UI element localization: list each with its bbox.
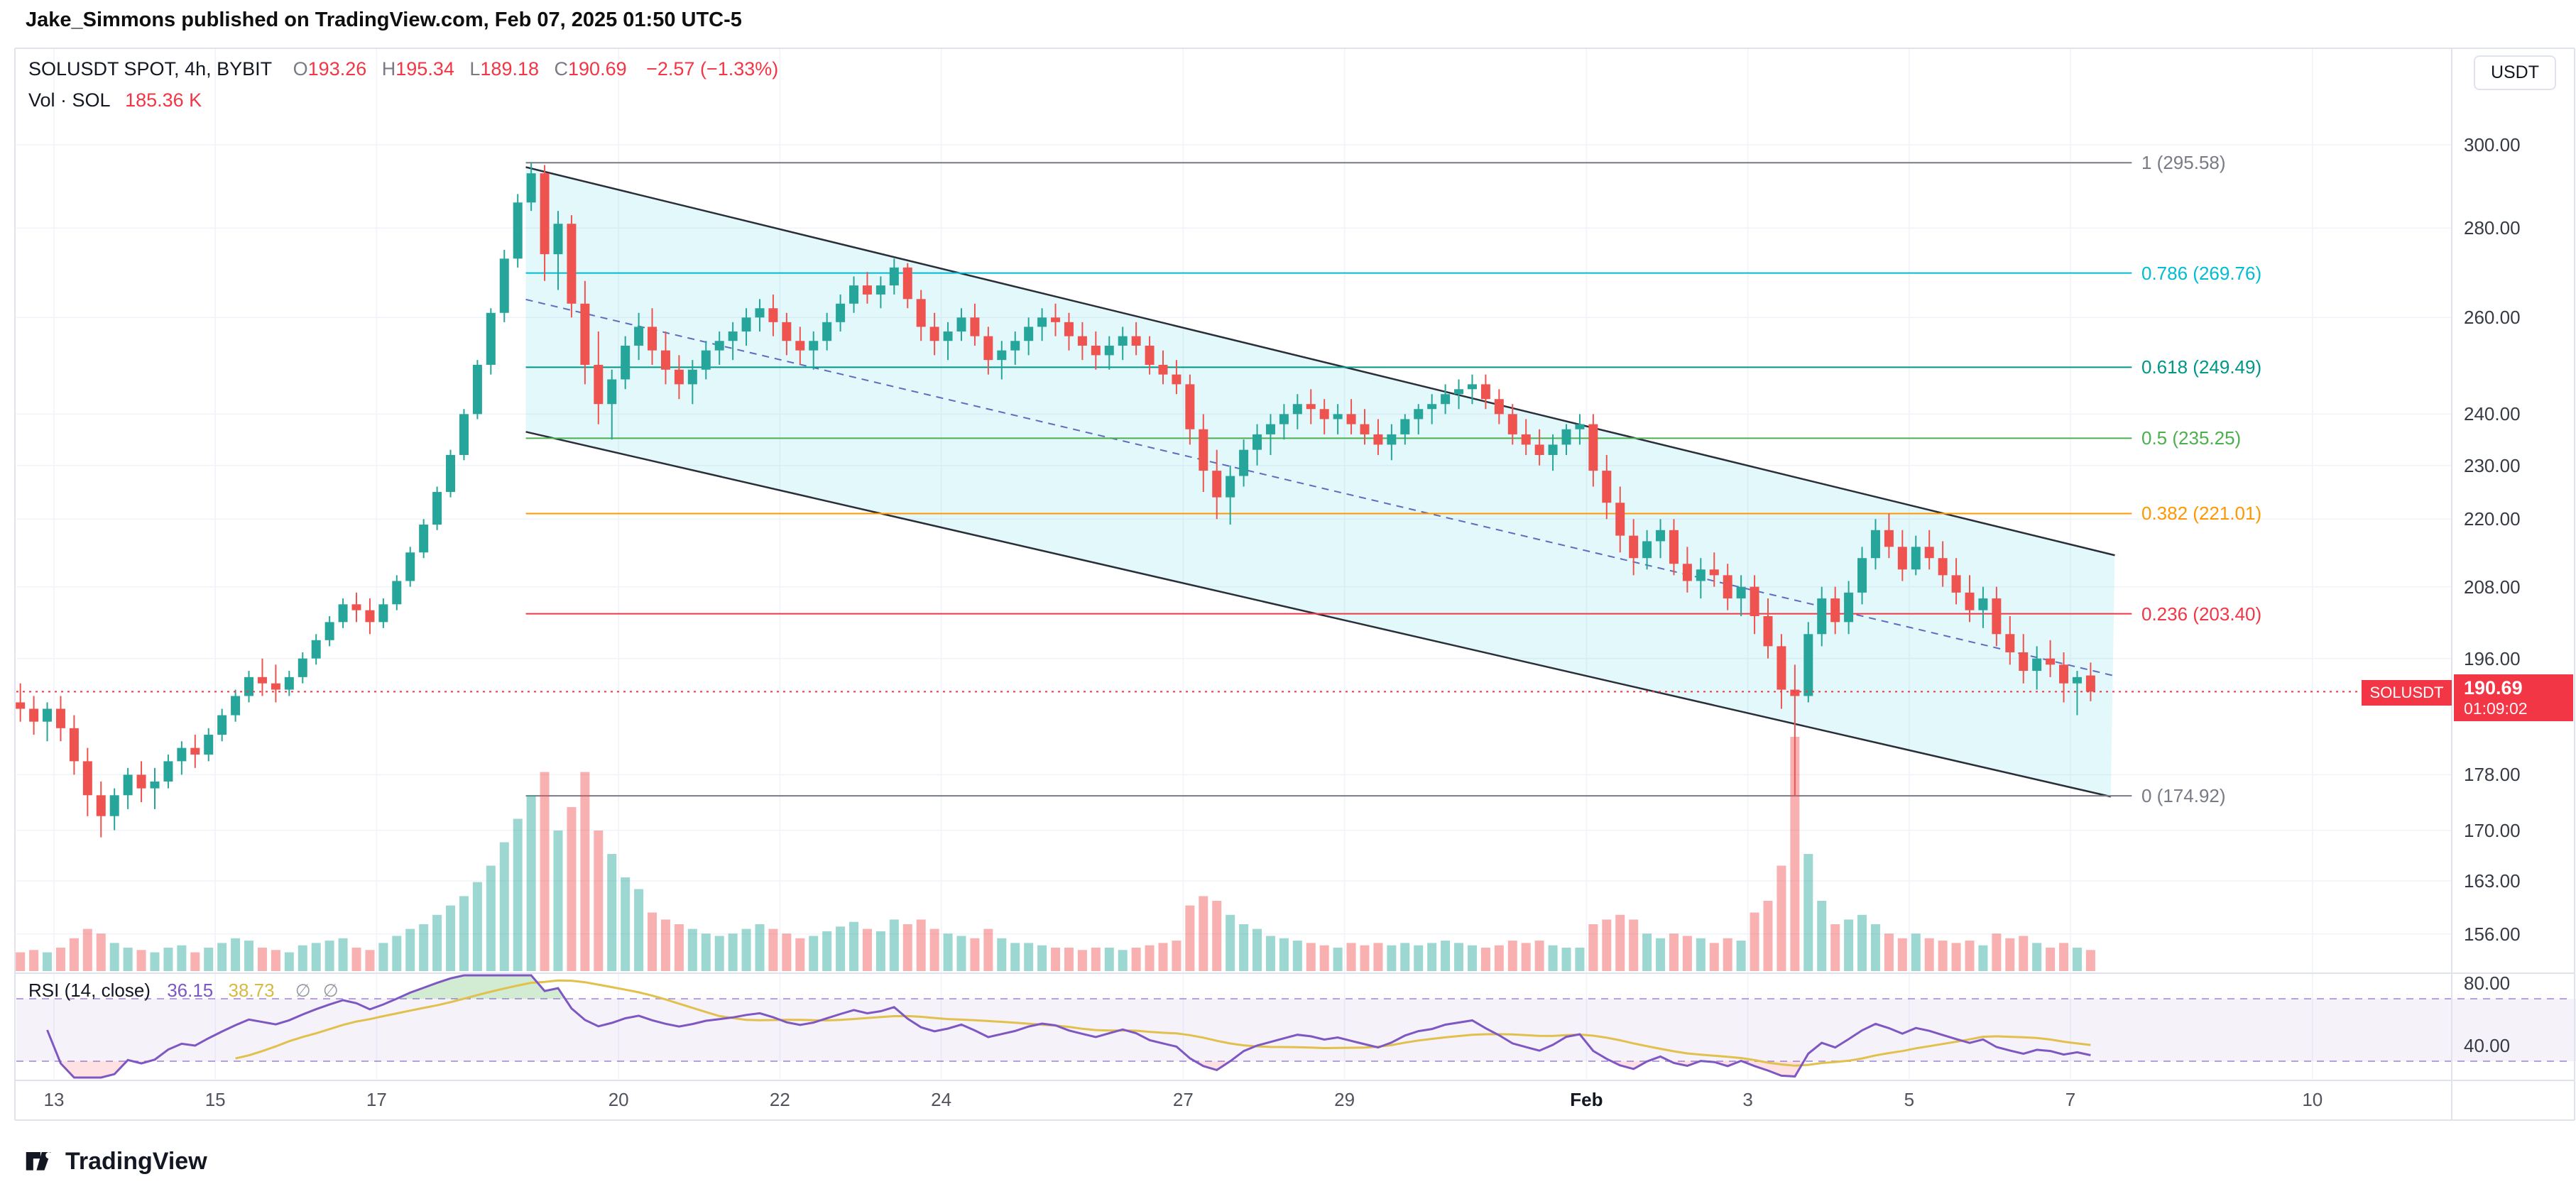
time-axis-label: 17	[366, 1089, 387, 1110]
fib-level-label: 0.5 (235.25)	[2141, 427, 2242, 449]
price-axis-label: 170.00	[2464, 819, 2521, 841]
price-axis-label: 230.00	[2464, 454, 2521, 476]
last-price-badge: 190.69 01:09:02	[2454, 674, 2573, 721]
fib-level-label: 0.382 (221.01)	[2141, 503, 2262, 525]
last-price-value: 190.69	[2464, 677, 2523, 698]
open-label: O	[293, 58, 308, 80]
time-axis-label: 5	[1904, 1089, 1915, 1110]
rsi-legend: RSI (14, close) 36.15 38.73 ∅ ∅	[28, 980, 346, 1002]
fib-level-label: 0.786 (269.76)	[2141, 262, 2262, 284]
volume-legend: Vol · SOL 185.36 K	[28, 89, 202, 111]
time-axis-label: 20	[608, 1089, 629, 1110]
price-axis-label: 280.00	[2464, 217, 2521, 239]
price-axis-label: 220.00	[2464, 508, 2521, 530]
rsi-empty-slot-icon: ∅	[322, 981, 339, 1001]
symbol-legend: SOLUSDT SPOT, 4h, BYBIT O193.26 H195.34 …	[28, 58, 778, 80]
price-axis-label: 163.00	[2464, 870, 2521, 892]
currency-toggle-button[interactable]: USDT	[2473, 55, 2556, 90]
close-value: 190.69	[568, 58, 627, 80]
low-value: 189.18	[480, 58, 539, 80]
rsi-value: 36.15	[167, 980, 214, 1001]
high-label: H	[381, 58, 396, 80]
rsi-empty-slot-icon: ∅	[295, 981, 311, 1001]
price-axis-label: 300.00	[2464, 134, 2521, 155]
rsi-axis-label: 40.00	[2464, 1035, 2511, 1056]
publish-header: Jake_Simmons published on TradingView.co…	[26, 9, 742, 31]
close-label: C	[554, 58, 569, 80]
rsi-ma-value: 38.73	[228, 980, 275, 1001]
time-axis-label: Feb	[1570, 1089, 1603, 1110]
high-value: 195.34	[395, 58, 454, 80]
price-axis-label: 178.00	[2464, 764, 2521, 786]
bar-countdown: 01:09:02	[2464, 699, 2528, 718]
fib-level-label: 0 (174.92)	[2141, 785, 2226, 807]
price-axis-label: 240.00	[2464, 403, 2521, 425]
price-axis-label: 156.00	[2464, 923, 2521, 945]
time-axis-label: 13	[43, 1089, 65, 1110]
price-axis-label: 260.00	[2464, 307, 2521, 329]
time-axis-label: 29	[1334, 1089, 1355, 1110]
rsi-axis-label: 80.00	[2464, 972, 2511, 994]
time-axis-label: 22	[769, 1089, 790, 1110]
price-axis-label: 196.00	[2464, 647, 2521, 669]
time-axis-label: 27	[1172, 1089, 1194, 1110]
time-axis-label: 15	[204, 1089, 226, 1110]
time-axis-label: 10	[2302, 1089, 2323, 1110]
time-axis-label: 3	[1742, 1089, 1753, 1110]
volume-value: 185.36 K	[125, 89, 202, 111]
rsi-label: RSI (14, close)	[28, 980, 151, 1001]
symbol-title: SOLUSDT SPOT, 4h, BYBIT	[28, 58, 273, 80]
volume-label: Vol · SOL	[28, 89, 110, 111]
fib-level-label: 0.618 (249.49)	[2141, 356, 2262, 378]
price-axis-label: 208.00	[2464, 576, 2521, 598]
fib-level-label: 0.236 (203.40)	[2141, 603, 2262, 625]
low-label: L	[469, 58, 481, 80]
tradingview-logo-icon[interactable]	[24, 1144, 55, 1179]
fib-level-label: 1 (295.58)	[2141, 152, 2226, 174]
open-value: 193.26	[307, 58, 367, 80]
brand-name[interactable]: TradingView	[65, 1148, 207, 1175]
time-axis-label: 7	[2065, 1089, 2076, 1110]
time-axis-label: 24	[931, 1089, 952, 1110]
last-price-symbol-badge: SOLUSDT	[2362, 680, 2452, 706]
footer: TradingView	[24, 1144, 207, 1179]
change-value: −2.57 (−1.33%)	[646, 58, 779, 80]
